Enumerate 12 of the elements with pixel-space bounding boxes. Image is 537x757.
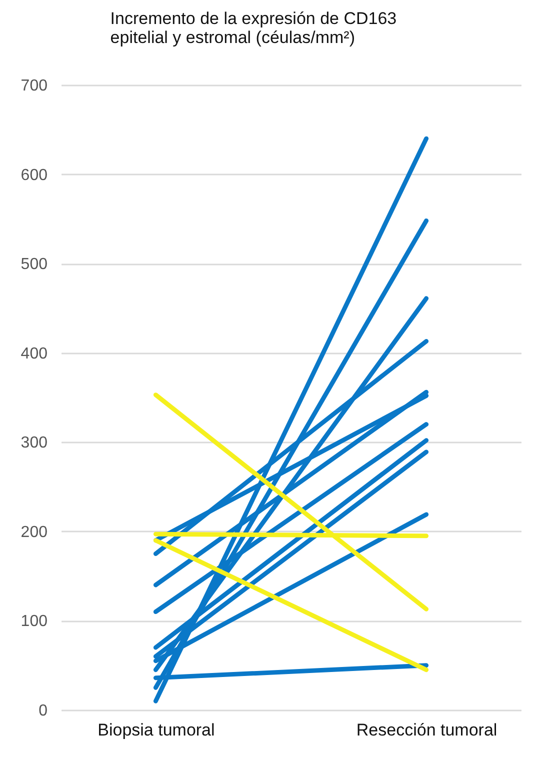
y-tick-label: 700 [20,78,48,94]
y-tick-label: 600 [20,166,48,184]
y-tick-label: 200 [20,524,48,541]
y-tick-label: 500 [20,256,48,274]
text: Incremento de la expresión de CD163 [110,9,397,28]
y-tick-label: 400 [20,345,48,362]
y-tick-label: 0 [38,702,48,720]
y-tick-label: 100 [20,613,48,630]
x-tick-label: Biopsia tumoral [98,720,215,740]
x-tick-label: Resección tumoral [356,720,498,740]
y-tick-label: 300 [20,434,48,452]
text: epitelial y estromal (céulas/mm²) [110,28,355,47]
